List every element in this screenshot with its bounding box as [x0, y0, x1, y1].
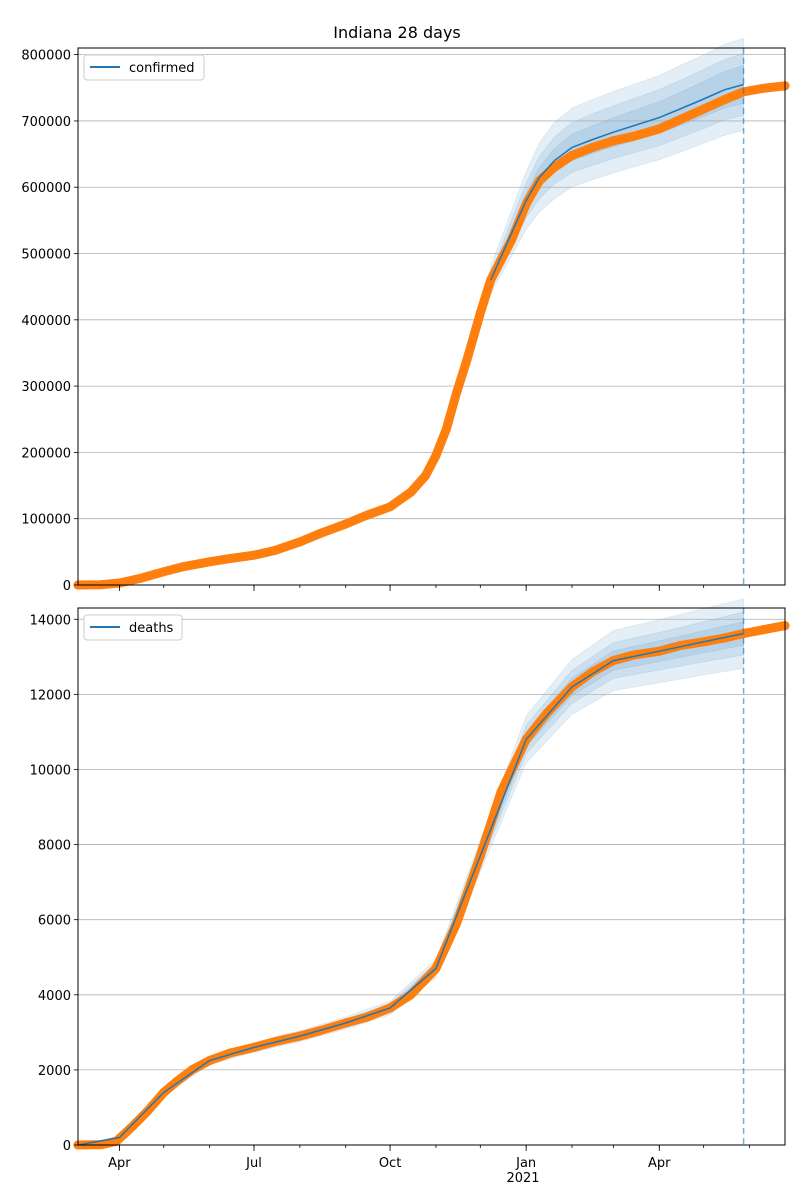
- y-tick-label: 300000: [21, 380, 71, 395]
- observed-point: [675, 115, 685, 125]
- y-tick-label: 400000: [21, 314, 71, 329]
- observed-point: [270, 546, 280, 556]
- uncertainty-band: [77, 621, 744, 1146]
- observed-point: [758, 83, 768, 93]
- observed-point: [385, 502, 395, 512]
- confirmed-uncertainty-bands: [490, 38, 744, 294]
- uncertainty-band: [490, 53, 744, 288]
- deaths-axes-frame: [77, 607, 786, 1146]
- legend-frame: [83, 54, 205, 81]
- observed-line: [73, 621, 790, 1150]
- y-tick-label: 700000: [21, 115, 71, 130]
- observed-point: [159, 567, 169, 577]
- observed-point: [441, 424, 451, 434]
- y-tick-label: 800000: [21, 49, 71, 64]
- x-tick-label: Apr: [648, 1156, 671, 1171]
- observed-point: [542, 708, 552, 718]
- observed-point: [654, 124, 664, 134]
- legend-label-deaths: deaths: [129, 621, 174, 636]
- observed-point: [421, 471, 431, 481]
- confirmed-forecast-line: [490, 83, 744, 281]
- y-tick-label: 8000: [38, 839, 71, 854]
- deaths-panel: 0 2000 4000 6000 8000 10000 12000 14000 Apr Jul O…: [30, 598, 790, 1171]
- x-tick-label: Jan: [515, 1156, 536, 1171]
- deaths-gridlines: [78, 618, 785, 1071]
- confirmed-observed-series: [73, 81, 790, 590]
- observed-point: [361, 510, 371, 520]
- observed-point: [341, 519, 351, 529]
- observed-point: [172, 1076, 182, 1086]
- confirmed-axes-frame: [77, 47, 786, 586]
- y-tick-label: 500000: [21, 248, 71, 263]
- observed-point: [608, 136, 618, 146]
- y-tick-label: 200000: [21, 446, 71, 461]
- y-tick-label: 4000: [38, 989, 71, 1004]
- y-tick-label: 14000: [30, 613, 71, 628]
- observed-point: [431, 451, 441, 461]
- observed-point: [486, 275, 496, 285]
- observed-point: [135, 573, 145, 583]
- observed-point: [475, 308, 485, 318]
- y-tick-label: 10000: [30, 763, 71, 778]
- observed-point: [143, 1106, 153, 1116]
- uncertainty-band: [77, 598, 744, 1146]
- observed-point: [496, 787, 506, 797]
- observed-point: [225, 553, 235, 563]
- x-tick-label: Jul: [245, 1156, 262, 1171]
- observed-point: [567, 150, 577, 160]
- confirmed-x-ticks: [119, 585, 750, 591]
- observed-point: [406, 487, 416, 497]
- deaths-uncertainty-bands: [77, 598, 744, 1146]
- observed-point: [295, 537, 305, 547]
- x-tick-label: Oct: [379, 1156, 401, 1171]
- deaths-legend: deaths: [83, 614, 183, 641]
- observed-point: [549, 162, 559, 172]
- observed-point: [452, 388, 462, 398]
- observed-point: [629, 131, 639, 141]
- legend-label-confirmed: confirmed: [129, 61, 195, 76]
- y-tick-label: 2000: [38, 1064, 71, 1079]
- uncertainty-band: [77, 611, 744, 1146]
- observed-point: [588, 667, 598, 677]
- observed-point: [534, 176, 544, 186]
- observed-point: [719, 95, 729, 105]
- y-tick-label: 0: [63, 1139, 71, 1154]
- observed-point: [462, 355, 472, 365]
- observed-point: [128, 1121, 138, 1131]
- y-tick-label: 600000: [21, 181, 71, 196]
- observed-point: [629, 650, 639, 660]
- observed-line: [73, 81, 790, 590]
- observed-point: [249, 550, 259, 560]
- x-year-label: 2021: [506, 1171, 539, 1186]
- y-tick-label: 0: [63, 579, 71, 594]
- x-tick-label: Apr: [108, 1156, 131, 1171]
- y-tick-label: 6000: [38, 914, 71, 929]
- observed-point: [406, 990, 416, 1000]
- y-tick-label: 100000: [21, 513, 71, 528]
- confirmed-legend: confirmed: [83, 54, 205, 81]
- deaths-y-ticks: 0 2000 4000 6000 8000 10000 12000 14000: [30, 613, 78, 1154]
- chart-title: Indiana 28 days: [333, 23, 461, 42]
- deaths-x-ticks: Apr Jul Oct Jan Apr: [108, 1145, 750, 1171]
- observed-point: [205, 557, 215, 567]
- y-tick-label: 12000: [30, 688, 71, 703]
- confirmed-panel: 0 100000 200000 300000 400000 500000 600000 700…: [21, 38, 790, 594]
- confirmed-y-ticks: 0 100000 200000 300000 400000 500000 600000 700…: [21, 49, 78, 594]
- observed-point: [316, 528, 326, 538]
- deaths-forecast-line: [77, 632, 744, 1146]
- legend-frame: [83, 614, 183, 641]
- observed-point: [588, 142, 598, 152]
- observed-point: [699, 104, 709, 114]
- observed-point: [758, 625, 768, 635]
- observed-point: [179, 561, 189, 571]
